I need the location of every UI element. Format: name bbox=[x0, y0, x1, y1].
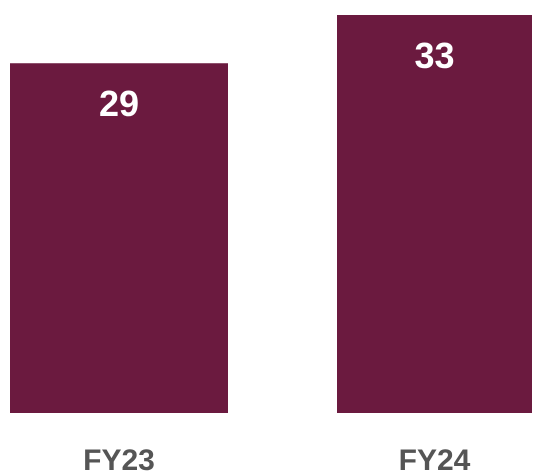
x-tick-label: FY24 bbox=[399, 444, 471, 472]
data-label: 29 bbox=[99, 83, 139, 124]
x-tick-label: FY23 bbox=[83, 444, 155, 472]
bar bbox=[337, 15, 532, 413]
bar bbox=[10, 63, 228, 413]
data-label: 33 bbox=[414, 35, 454, 76]
